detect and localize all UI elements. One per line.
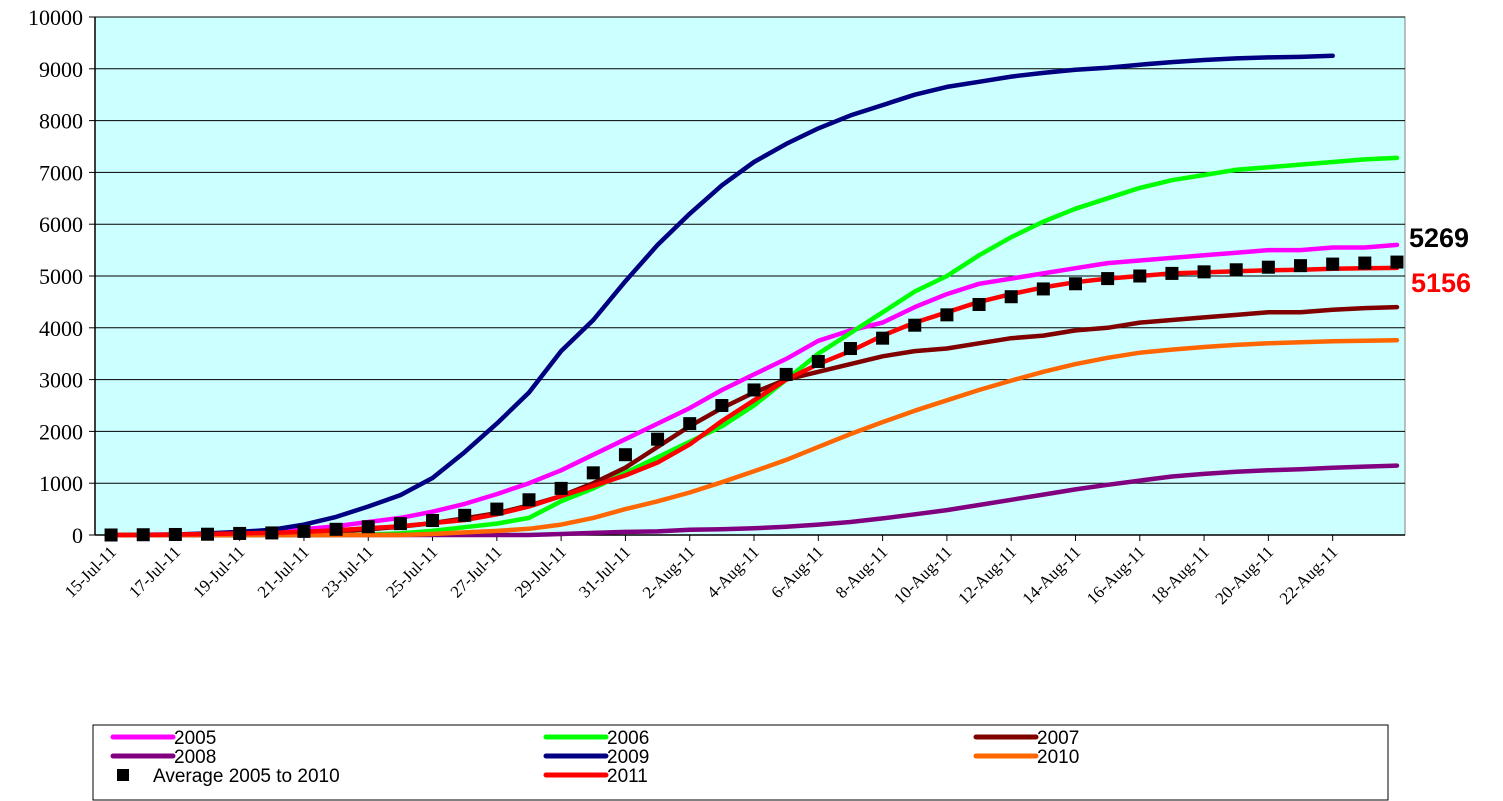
legend-label: 2010	[1037, 747, 1079, 768]
average-marker	[779, 367, 793, 381]
x-tick-label: 29-Jul-11	[511, 542, 570, 601]
y-tick-label: 0	[72, 523, 83, 548]
average-marker	[940, 308, 954, 322]
average-marker	[1101, 272, 1115, 286]
legend-label: 2011	[607, 766, 648, 787]
y-tick-label: 2000	[39, 419, 83, 444]
x-tick-label: 17-Jul-11	[125, 542, 184, 601]
x-tick-label: 25-Jul-11	[382, 542, 441, 601]
average-marker	[168, 527, 182, 541]
average-marker	[1004, 290, 1018, 304]
x-tick-label: 20-Aug-11	[1211, 542, 1277, 608]
x-tick-label: 6-Aug-11	[767, 542, 827, 602]
average-marker	[201, 527, 215, 541]
legend-label: 2008	[174, 747, 216, 768]
average-marker	[1294, 259, 1308, 273]
average-marker	[908, 318, 922, 332]
average-marker	[1197, 265, 1211, 279]
average-marker	[618, 448, 632, 462]
average-marker	[1261, 260, 1275, 274]
average-marker	[233, 526, 247, 540]
average-marker	[329, 522, 343, 536]
legend-swatch-average	[117, 769, 129, 781]
series-line-2011	[108, 265, 1400, 538]
average-marker	[426, 513, 440, 527]
average-markers	[104, 255, 1404, 542]
average-marker	[715, 399, 729, 412]
average-marker	[972, 297, 986, 311]
legend-label: 2006	[607, 728, 649, 749]
annotations: 5269 5156	[1407, 212, 1497, 316]
x-tick-label: 27-Jul-11	[447, 542, 506, 601]
average-marker	[393, 517, 407, 531]
average-marker	[297, 524, 311, 538]
average-marker	[811, 354, 825, 368]
series-line-2009	[108, 53, 1335, 538]
x-tick-label: 14-Aug-11	[1019, 542, 1085, 608]
average-marker	[554, 481, 568, 495]
average-marker	[747, 383, 761, 397]
average-marker	[586, 466, 600, 480]
x-tick-label: 12-Aug-11	[954, 542, 1020, 608]
y-tick-label: 5000	[39, 264, 83, 289]
average-marker	[1358, 256, 1372, 270]
average-marker	[1229, 263, 1243, 277]
x-tick-label: 23-Jul-11	[318, 542, 377, 601]
x-tick-label: 4-Aug-11	[703, 542, 763, 602]
series-line-2010	[108, 337, 1400, 538]
annotation-background	[1407, 212, 1497, 316]
average-marker	[876, 331, 890, 345]
y-tick-label: 4000	[39, 316, 83, 341]
average-marker	[136, 528, 150, 542]
average-marker	[490, 502, 504, 516]
average-marker	[1133, 269, 1147, 283]
x-tick-label: 18-Aug-11	[1147, 542, 1213, 608]
y-tick-label: 8000	[39, 109, 83, 134]
series-line-2005	[108, 242, 1400, 538]
average-marker	[1165, 266, 1179, 280]
y-tick-label: 6000	[39, 212, 83, 237]
x-tick-label: 19-Jul-11	[189, 542, 248, 601]
y-tick-label: 3000	[39, 368, 83, 393]
y-tick-label: 9000	[39, 57, 83, 82]
annotation-2011-end-value: 5156	[1411, 268, 1471, 298]
x-tick-label: 21-Jul-11	[254, 542, 313, 601]
average-marker	[1068, 277, 1082, 291]
x-tick-label: 16-Aug-11	[1083, 542, 1149, 608]
x-tick-label: 22-Aug-11	[1276, 542, 1342, 608]
y-tick-label: 10000	[28, 5, 83, 30]
legend-label: 2005	[174, 728, 216, 749]
average-marker	[843, 342, 857, 356]
y-tick-label: 1000	[39, 471, 83, 496]
average-marker	[265, 526, 279, 540]
legend: 2005 2006 2007 2008 2009 2010 Average 2005 to …	[92, 724, 1389, 801]
average-marker	[651, 432, 665, 446]
average-marker	[683, 417, 697, 431]
legend-label: Average 2005 to 2010	[153, 766, 340, 787]
x-tick-label: 10-Aug-11	[890, 542, 956, 608]
average-marker	[458, 508, 472, 522]
average-marker	[522, 493, 536, 507]
x-tick-label: 2-Aug-11	[639, 542, 699, 602]
average-marker	[1326, 257, 1340, 271]
legend-box	[92, 724, 1389, 801]
x-tick-label: 31-Jul-11	[575, 542, 634, 601]
average-marker	[361, 520, 375, 534]
average-marker	[104, 528, 118, 542]
x-tick-label: 8-Aug-11	[832, 542, 892, 602]
legend-label: 2007	[1037, 728, 1079, 749]
average-marker	[1390, 255, 1404, 269]
legend-label: 2009	[607, 747, 649, 768]
average-marker	[1036, 282, 1050, 296]
y-tick-label: 7000	[39, 160, 83, 185]
x-tick-label: 15-Jul-11	[61, 542, 120, 601]
annotation-average-end-value: 5269	[1409, 223, 1469, 253]
